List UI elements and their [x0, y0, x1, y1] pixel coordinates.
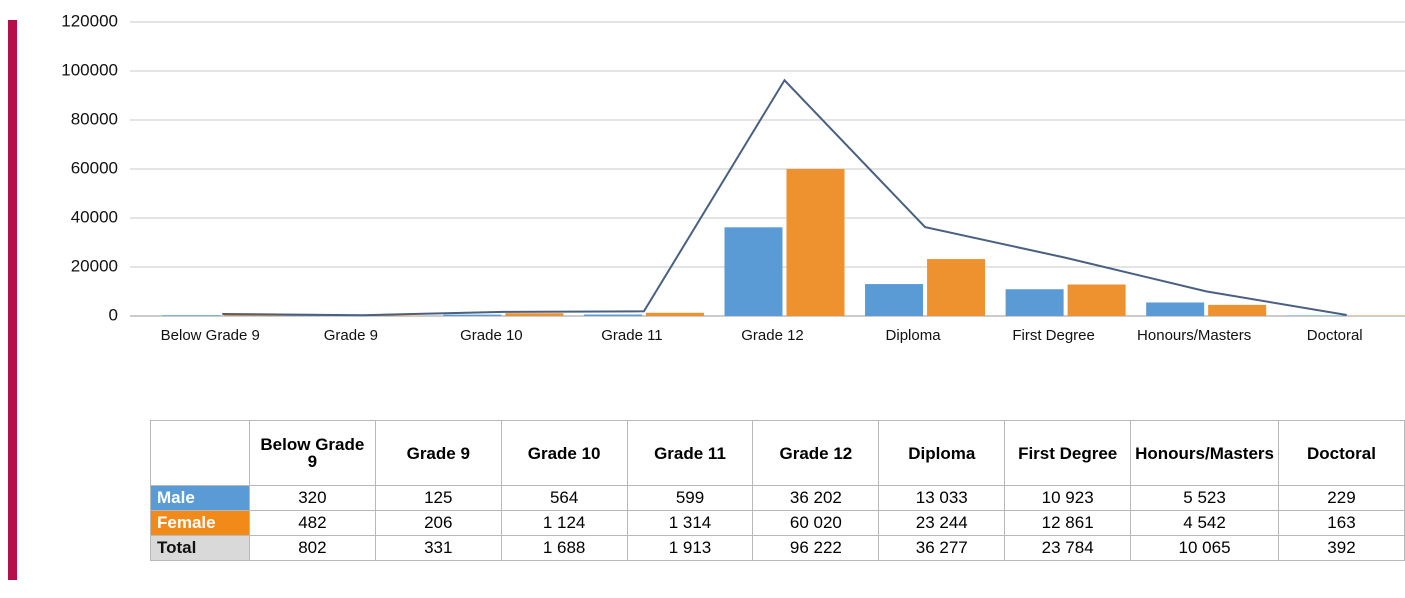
bar: [786, 168, 845, 316]
x-tick-label: Honours/Masters: [1137, 327, 1251, 344]
table-cell: 10 065: [1130, 535, 1279, 561]
y-tick-label: 120000: [61, 11, 118, 30]
table-cell: 564: [500, 485, 628, 511]
bar: [505, 313, 564, 316]
y-tick-label: 40000: [71, 207, 118, 226]
table-cell: 320: [248, 485, 376, 511]
table-cell: 12 861: [1004, 510, 1132, 536]
column-header: Diploma: [878, 420, 1006, 486]
bar: [927, 259, 986, 316]
table-cell: 599: [626, 485, 754, 511]
bar: [364, 315, 423, 316]
header-row: Below Grade 9 Grade 9 Grade 10 Grade 11 Grad…: [150, 420, 1405, 486]
table-cell: 13 033: [878, 485, 1006, 511]
bar: [865, 284, 924, 316]
table-cell: 1 124: [500, 510, 628, 536]
bar: [583, 314, 642, 316]
row-label: Male: [150, 485, 250, 511]
table-cell: 10 923: [1004, 485, 1132, 511]
column-header: Grade 10: [500, 420, 628, 486]
column-header: Grade 12: [752, 420, 880, 486]
column-header: Honours/Masters: [1130, 420, 1279, 486]
x-tick-label: First Degree: [1012, 327, 1095, 344]
table-cell: 206: [374, 510, 502, 536]
bar: [162, 315, 221, 316]
column-header: Below Grade 9: [248, 420, 376, 486]
chart: 0 20000 40000 60000 80000 100000 120000 Below G…: [61, 11, 1405, 344]
x-tick-label: Grade 9: [324, 327, 378, 344]
bar: [224, 314, 283, 316]
bar: [1286, 315, 1345, 316]
y-tick-label: 60000: [71, 158, 118, 177]
table-cell: 229: [1277, 485, 1405, 511]
bar: [1005, 289, 1064, 316]
bar: [645, 312, 704, 316]
x-tick-label: Grade 10: [460, 327, 523, 344]
bar: [1067, 284, 1126, 316]
accent-bar: [8, 20, 17, 580]
table-cell: 392: [1277, 535, 1405, 561]
table-cell: 5 523: [1130, 485, 1279, 511]
table-cell: 802: [248, 535, 376, 561]
table-cell: 23 784: [1004, 535, 1132, 561]
x-tick-label: Doctoral: [1307, 327, 1363, 344]
table-cell: 4 542: [1130, 510, 1279, 536]
column-header: Doctoral: [1277, 420, 1405, 486]
y-tick-label: 80000: [71, 109, 118, 128]
bar: [1146, 302, 1205, 316]
x-tick-label: Below Grade 9: [161, 327, 260, 344]
line: [222, 78, 1347, 317]
table-cell: 1 688: [500, 535, 628, 561]
table-row: Male 320 125 564 599 36 202 13 033 10 923 5 523 2…: [150, 485, 1405, 511]
table-row: Female 482 206 1 124 1 314 60 020 23 244 12 861…: [150, 510, 1405, 536]
bar: [443, 314, 502, 316]
table-cell: 36 202: [752, 485, 880, 511]
table-cell: 36 277: [878, 535, 1006, 561]
x-tick-label: Grade 12: [741, 327, 804, 344]
x-tick-label: Diploma: [886, 327, 942, 344]
row-label: Female: [150, 510, 250, 536]
y-tick-label: 100000: [61, 60, 118, 79]
bar: [724, 227, 783, 316]
table-cell: 1 314: [626, 510, 754, 536]
column-header: Grade 9: [374, 420, 502, 486]
y-tick-label: 0: [109, 305, 118, 324]
table-cell: 23 244: [878, 510, 1006, 536]
column-header: First Degree: [1004, 420, 1132, 486]
table-body: Male 320 125 564 599 36 202 13 033 10 923 5 523 2…: [150, 485, 1405, 561]
y-tick-label: 20000: [71, 256, 118, 275]
corner-cell: [150, 420, 250, 486]
table-cell: 331: [374, 535, 502, 561]
table-cell: 163: [1277, 510, 1405, 536]
bar: [1208, 304, 1267, 316]
table-cell: 125: [374, 485, 502, 511]
x-tick-label: Grade 11: [601, 327, 662, 344]
row-label: Total: [150, 535, 250, 561]
table-cell: 96 222: [752, 535, 880, 561]
table-cell: 60 020: [752, 510, 880, 536]
data-table: Below Grade 9 Grade 9 Grade 10 Grade 11 Grad…: [150, 420, 1405, 561]
table-cell: 1 913: [626, 535, 754, 561]
column-header: Grade 11: [626, 420, 754, 486]
table-cell: 482: [248, 510, 376, 536]
table-row: Total 802 331 1 688 1 913 96 222 36 277 23 784 1…: [150, 535, 1405, 561]
